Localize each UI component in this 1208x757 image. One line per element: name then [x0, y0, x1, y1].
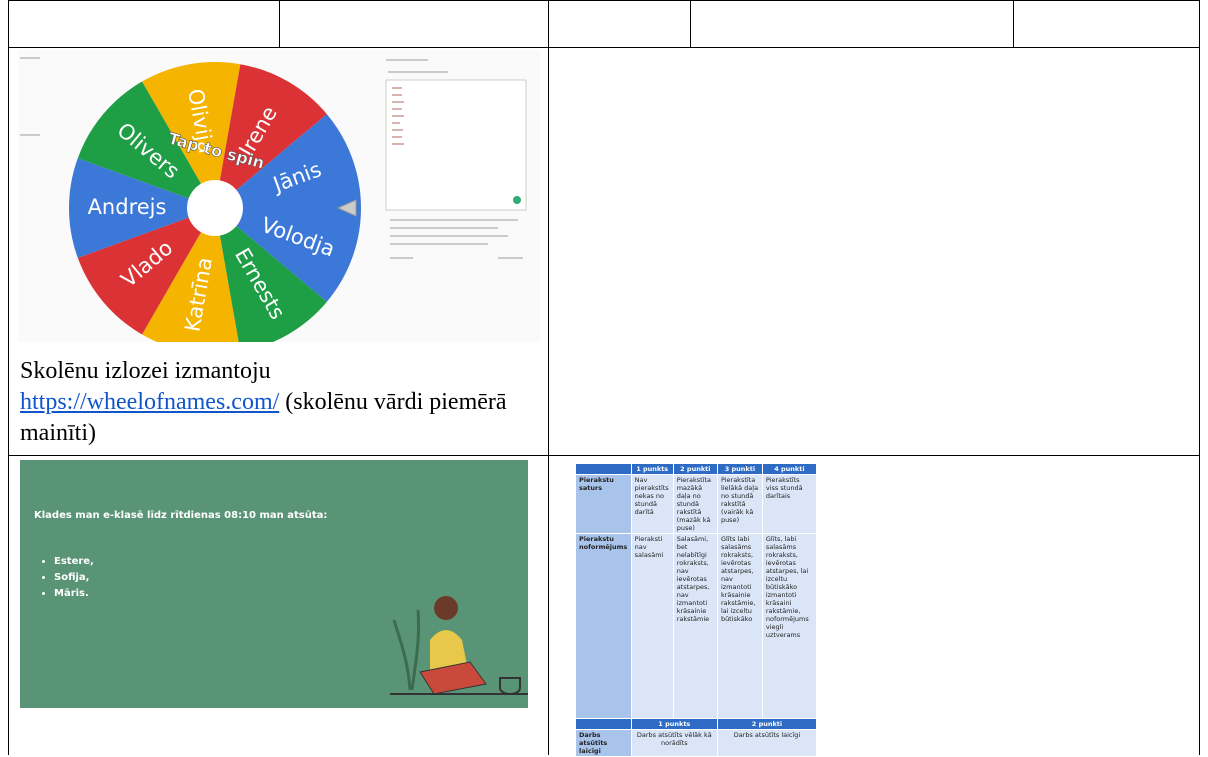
- slide-heading: Klades man e-klasē līdz rītdienas 08:10 …: [34, 510, 328, 521]
- cell: Darbs atsūtīts vēlāk kā norādīts: [630, 729, 718, 757]
- cell: Pierakstīta mazākā daļa no stundā rakstī…: [672, 474, 718, 534]
- header: 1 punkts: [630, 718, 718, 730]
- rubric: 1 punkts 2 punkti 3 punkti 4 punkti Pier…: [575, 463, 818, 757]
- cell: Darbs atsūtīts laicīgi: [716, 729, 818, 757]
- border: [8, 455, 1200, 456]
- header: 4 punkti: [761, 463, 818, 475]
- wheel-hub: [187, 180, 243, 236]
- wheel-name: Andrejs: [88, 195, 167, 219]
- border: [279, 0, 280, 47]
- wheel-screenshot: Olivija IreneJānisVolodjaErnestsKatrīnaVl…: [18, 50, 540, 342]
- illustration: [390, 596, 528, 695]
- cell: Salasāmi, bet nelabītīgi rokraksts, nav …: [672, 533, 718, 719]
- border: [1013, 0, 1014, 47]
- wheel-segment: [215, 64, 327, 208]
- header: 2 punkti: [716, 718, 818, 730]
- wheel: Olivija IreneJānisVolodjaErnestsKatrīnaVl…: [68, 62, 361, 342]
- wheel-segment: [142, 208, 239, 342]
- header: 3 punkti: [716, 463, 763, 475]
- header: 2 punkti: [672, 463, 718, 475]
- cell: Nav pierakstīts nekas no stundā darītā: [630, 474, 674, 534]
- cell: Pierakstīts viss stundā darītais: [761, 474, 818, 534]
- wheel-segment: [215, 208, 327, 342]
- row-label: Darbs atsūtīts laicīgi: [575, 729, 632, 757]
- slide: Klades man e-klasē līdz rītdienas 08:10 …: [20, 460, 528, 708]
- border: [8, 47, 1200, 48]
- row-label: Pierakstu noformējums: [575, 533, 632, 719]
- list-item: Estere,: [54, 554, 94, 570]
- wheel-segment: [215, 114, 361, 208]
- list-item: Sofija,: [54, 570, 94, 586]
- wheel-segment: [68, 158, 215, 258]
- border: [1199, 0, 1200, 755]
- wheel-segment: [142, 62, 241, 208]
- caption-text: Skolēnu izlozei izmantoju: [20, 358, 271, 384]
- border: [8, 0, 9, 755]
- wheel-segment: [77, 81, 216, 208]
- row-label: Pierakstu saturs: [575, 474, 632, 534]
- border: [8, 0, 1200, 1]
- cell: Glīts, labi salasāms rokraksts, ievērota…: [761, 533, 818, 719]
- caption: Skolēnu izlozei izmantoju https://wheelo…: [20, 356, 540, 449]
- link[interactable]: https://wheelofnames.com/: [20, 389, 280, 415]
- wheel-segment: [215, 208, 361, 302]
- header: 1 punkts: [630, 463, 674, 475]
- wheel-segment: [77, 208, 216, 335]
- panel-lines: [20, 57, 523, 259]
- border: [548, 0, 549, 755]
- cell: Pierakstīta lielākā daļa no stundā rakst…: [716, 474, 763, 534]
- names-panel: [385, 79, 527, 211]
- cell: Pieraksti nav salasāmi: [630, 533, 674, 719]
- border: [690, 0, 691, 47]
- list-item: Māris.: [54, 586, 94, 602]
- panel-lines: [392, 87, 404, 145]
- pointer: [336, 199, 357, 217]
- caption-note: (skolēnu vārdi piemērā mainīti): [20, 389, 507, 446]
- cell: Glīts labi salasāms rokraksts, ievērotas…: [716, 533, 763, 719]
- panel-icon: [513, 196, 521, 204]
- slide-list: Estere, Sofija, Māris.: [40, 554, 94, 602]
